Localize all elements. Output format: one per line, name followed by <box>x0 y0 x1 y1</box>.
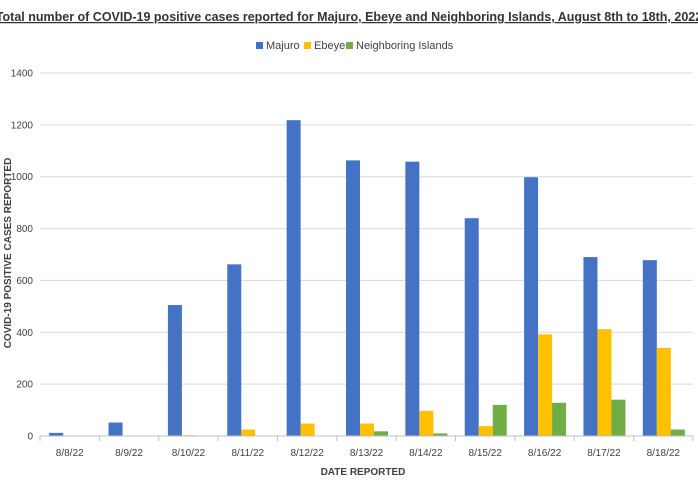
bar-ebeye <box>656 347 671 436</box>
y-tick-label: 0 <box>27 432 33 443</box>
y-tick-label: 1200 <box>11 120 34 131</box>
y-axis-label: COVID-19 POSITIVE CASES REPORTED <box>3 158 14 349</box>
bar-majuro <box>286 120 301 436</box>
bar-majuro <box>583 257 598 436</box>
bar-neighboring-islands <box>611 399 626 436</box>
bar-majuro <box>642 260 657 436</box>
y-tick-label: 1000 <box>11 172 34 183</box>
chart-title: Total number of COVID-19 positive cases … <box>0 10 698 24</box>
bar-neighboring-islands <box>374 431 388 436</box>
bar-majuro <box>346 160 360 437</box>
bar-ebeye <box>538 334 553 436</box>
x-tick-label: 8/17/22 <box>587 448 621 459</box>
legend-label-neighboring-islands: Neighboring Islands <box>356 40 454 52</box>
x-tick-label: 8/13/22 <box>350 448 384 459</box>
bar-majuro <box>49 432 64 436</box>
bar-majuro <box>167 305 182 436</box>
bar-ebeye <box>419 410 434 436</box>
bar-majuro <box>524 177 539 437</box>
bar-neighboring-islands <box>492 404 507 436</box>
bar-ebeye <box>597 329 612 436</box>
x-tick-label: 8/10/22 <box>172 448 206 459</box>
legend: Majuro Ebeye Neighboring Islands <box>256 40 454 52</box>
bars <box>49 120 685 437</box>
bar-neighboring-islands <box>433 433 448 436</box>
y-tick-label: 1400 <box>11 69 34 80</box>
bar-ebeye <box>300 423 315 436</box>
bar-ebeye <box>360 423 374 436</box>
legend-label-majuro: Majuro <box>266 40 300 52</box>
legend-label-ebeye: Ebeye <box>314 40 345 52</box>
bar-ebeye <box>478 426 493 436</box>
y-tick-label: 400 <box>16 328 33 339</box>
y-tick-label: 200 <box>16 380 33 391</box>
x-tick-label: 8/15/22 <box>469 448 503 459</box>
y-tick-label: 800 <box>16 224 33 235</box>
legend-swatch-ebeye <box>304 42 311 49</box>
bar-ebeye <box>241 429 256 436</box>
x-tick-label: 8/9/22 <box>115 448 143 459</box>
bar-neighboring-islands <box>552 402 567 436</box>
gridlines <box>40 72 693 385</box>
x-tick-label: 8/12/22 <box>290 448 324 459</box>
legend-swatch-neighboring-islands <box>346 42 353 49</box>
axes: 0 200 400 600 800 1000 1200 1400 8/8/22 8/9/22 8/1… <box>11 69 694 459</box>
x-tick-label: 8/14/22 <box>409 448 443 459</box>
bar-neighboring-islands <box>670 429 685 436</box>
x-tick-label: 8/11/22 <box>231 448 264 459</box>
bar-majuro <box>227 264 242 436</box>
x-tick-label: 8/16/22 <box>528 448 562 459</box>
bar-majuro <box>108 422 123 436</box>
legend-swatch-majuro <box>256 42 263 49</box>
y-tick-label: 600 <box>16 276 33 287</box>
x-tick-label: 8/8/22 <box>56 448 84 459</box>
x-tick-label: 8/18/22 <box>647 448 681 459</box>
x-axis-label: DATE REPORTED <box>321 467 406 478</box>
bar-majuro <box>464 218 479 436</box>
bar-majuro <box>405 161 420 436</box>
